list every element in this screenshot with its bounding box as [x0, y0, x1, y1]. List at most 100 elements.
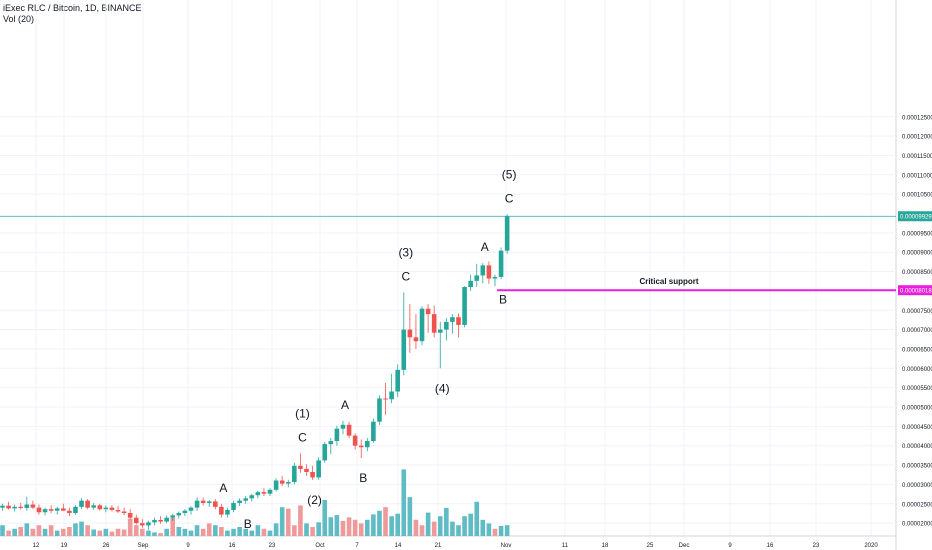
price-tick-label: 0.00011000	[902, 173, 932, 179]
volume-bar	[480, 519, 486, 536]
candle-body	[407, 329, 413, 338]
candle-body	[213, 501, 218, 507]
price-tick-label: 0.00006000	[902, 367, 932, 373]
time-tick-label: 25	[647, 543, 654, 549]
wave-label: C	[298, 430, 307, 444]
wave-label: (3)	[398, 245, 413, 259]
volume-bar	[292, 525, 297, 536]
volume-bar	[395, 513, 400, 536]
price-tick-label: 0.00006500	[902, 347, 932, 353]
candle-body	[383, 398, 388, 400]
time-tick-label: 16	[229, 543, 236, 549]
volume-bar	[170, 518, 176, 536]
volume-bar	[322, 500, 328, 536]
candle-body	[352, 435, 358, 446]
candle-body	[219, 506, 224, 515]
candle-body	[279, 480, 285, 484]
volume-bar	[474, 501, 480, 536]
volume-bar	[377, 510, 382, 536]
price-tick-label: 0.00012000	[902, 135, 932, 141]
candle-body	[237, 500, 242, 503]
candle-body	[437, 329, 443, 333]
candle-body	[18, 506, 24, 509]
wave-label: (4)	[435, 381, 450, 395]
volume-bar	[267, 530, 273, 536]
volume-bar	[450, 521, 455, 536]
candle-body	[425, 308, 431, 315]
support-price-label-bg	[898, 285, 932, 296]
volume-bar	[358, 523, 364, 536]
candle-body	[243, 498, 248, 501]
candle-body	[12, 506, 17, 509]
candle-body	[322, 444, 328, 461]
price-tick-label: 0.00009000	[902, 251, 932, 257]
chart-title: iExec RLC / Bitcoin, 1D, BINANCE	[3, 3, 142, 13]
candle-body	[346, 424, 352, 436]
candle-body	[413, 337, 419, 342]
volume-bar	[121, 529, 127, 536]
candle-body	[24, 504, 30, 509]
time-tick-label: 16	[767, 543, 774, 549]
volume-bar	[310, 527, 315, 536]
volume-bar	[462, 516, 467, 536]
volume-bar	[48, 525, 54, 536]
time-tick-label: 23	[269, 543, 276, 549]
volume-bar	[182, 528, 188, 536]
volume-bar	[504, 525, 510, 536]
volume-bar	[468, 513, 473, 536]
candle-body	[206, 501, 212, 503]
volume-bar	[304, 523, 309, 536]
price-tick-label: 0.00003000	[902, 483, 932, 489]
candle-body	[249, 495, 255, 499]
volume-bar	[492, 528, 498, 536]
candle-body	[444, 321, 449, 330]
volume-bar	[30, 528, 36, 536]
candle-body	[30, 504, 36, 508]
volume-bar	[407, 497, 413, 536]
volume-bar	[91, 529, 96, 536]
price-tick-label: 0.00007500	[902, 309, 932, 315]
candle-body	[85, 500, 90, 508]
candle-body	[285, 482, 291, 484]
volume-bar	[249, 530, 255, 536]
volume-bar	[285, 508, 291, 536]
volume-bar	[0, 525, 5, 536]
volume-bar	[158, 533, 163, 536]
support-price-label: 0.00008018	[900, 289, 932, 295]
volume-bar	[18, 527, 24, 536]
support-line-label: Critical support	[639, 277, 698, 286]
candle-body	[480, 265, 486, 276]
current-price-label: 0.00009929	[900, 215, 932, 221]
candle-body	[170, 515, 176, 518]
candle-body	[358, 445, 364, 448]
candle-body	[255, 492, 261, 496]
volume-bar	[54, 530, 60, 536]
volume-bar	[12, 528, 17, 536]
volume-bar	[42, 528, 48, 536]
wave-label: B	[499, 292, 507, 306]
candle-body	[395, 369, 400, 392]
volume-bar	[243, 528, 248, 536]
time-tick-label: 19	[61, 543, 68, 549]
time-tick-label: Oct	[315, 543, 325, 549]
volume-bar	[444, 507, 449, 536]
volume-bar	[115, 528, 121, 536]
volume-bar	[298, 505, 303, 536]
volume-bar	[346, 517, 352, 536]
volume-bar	[206, 523, 212, 536]
volume-bar	[279, 507, 285, 536]
volume-bar	[127, 518, 133, 536]
candle-body	[273, 480, 279, 490]
candle-body	[316, 460, 321, 478]
volume-bar	[200, 528, 206, 536]
candle-body	[182, 510, 188, 514]
candle-body	[48, 509, 54, 511]
candle-body	[164, 517, 169, 522]
price-tick-label: 0.00004000	[902, 444, 932, 450]
candle-body	[140, 523, 145, 526]
volume-bar	[24, 523, 30, 536]
volume-bar	[36, 525, 42, 536]
volume-indicator-label: Vol (20)	[3, 14, 35, 24]
price-tick-label: 0.00003500	[902, 464, 932, 470]
